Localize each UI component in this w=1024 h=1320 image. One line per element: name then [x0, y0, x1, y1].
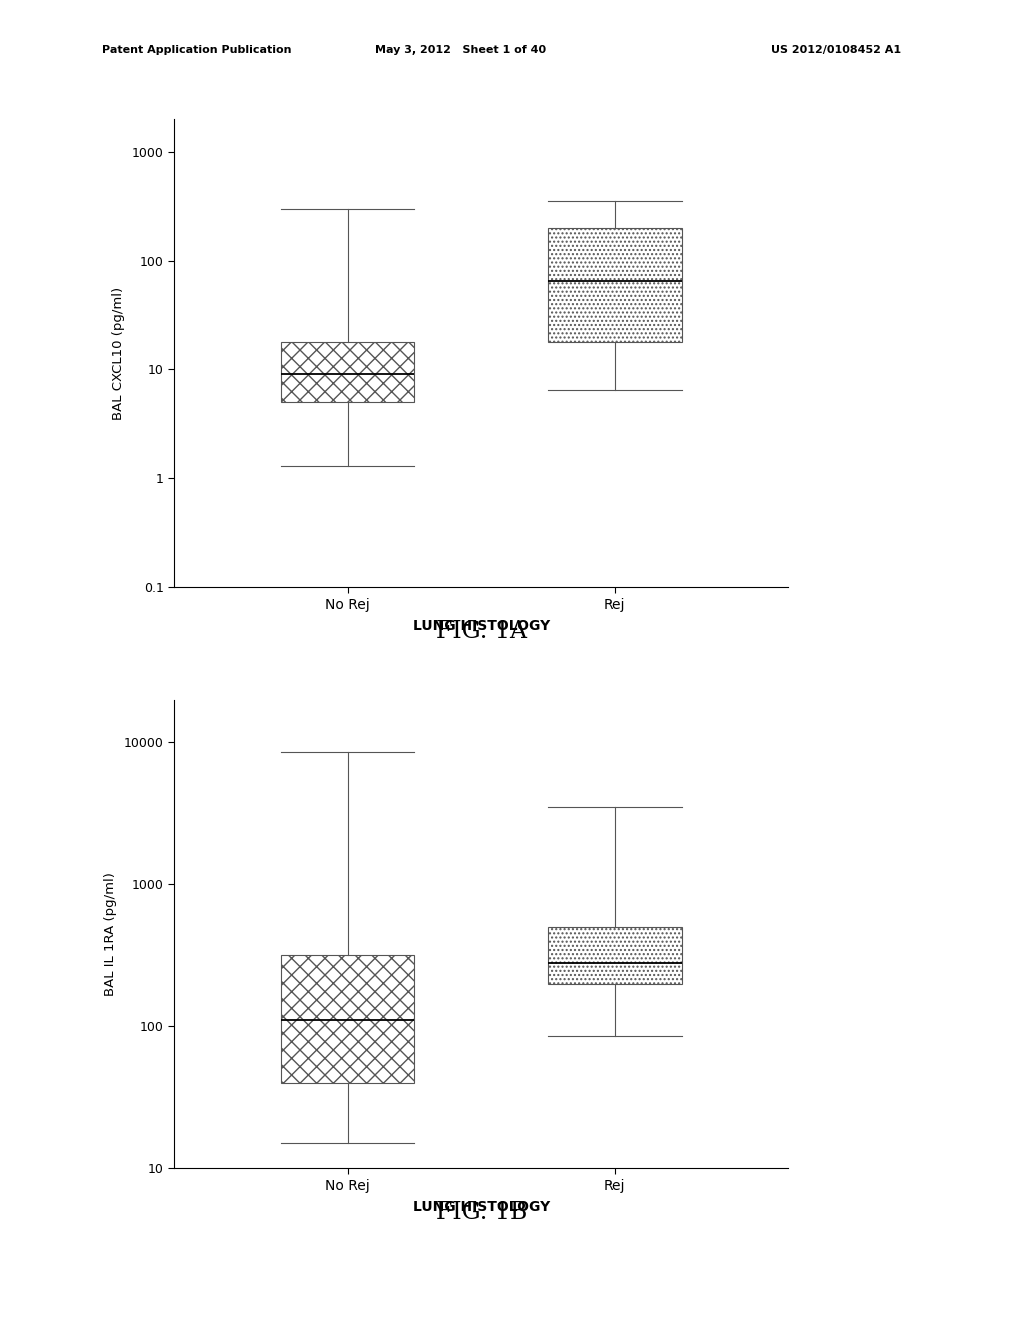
Bar	[548, 927, 682, 983]
Text: US 2012/0108452 A1: US 2012/0108452 A1	[771, 45, 901, 55]
X-axis label: LUNG HISTOLOGY: LUNG HISTOLOGY	[413, 619, 550, 632]
X-axis label: LUNG HISTOLOGY: LUNG HISTOLOGY	[413, 1200, 550, 1213]
Text: FIG. 1B: FIG. 1B	[435, 1201, 527, 1224]
Text: Patent Application Publication: Patent Application Publication	[102, 45, 292, 55]
Bar	[548, 228, 682, 342]
Text: May 3, 2012   Sheet 1 of 40: May 3, 2012 Sheet 1 of 40	[375, 45, 547, 55]
Y-axis label: BAL IL 1RA (pg/ml): BAL IL 1RA (pg/ml)	[103, 873, 117, 995]
Y-axis label: BAL CXCL10 (pg/ml): BAL CXCL10 (pg/ml)	[112, 286, 125, 420]
Bar	[281, 342, 415, 403]
Text: FIG. 1A: FIG. 1A	[436, 620, 526, 643]
Bar	[281, 954, 415, 1082]
